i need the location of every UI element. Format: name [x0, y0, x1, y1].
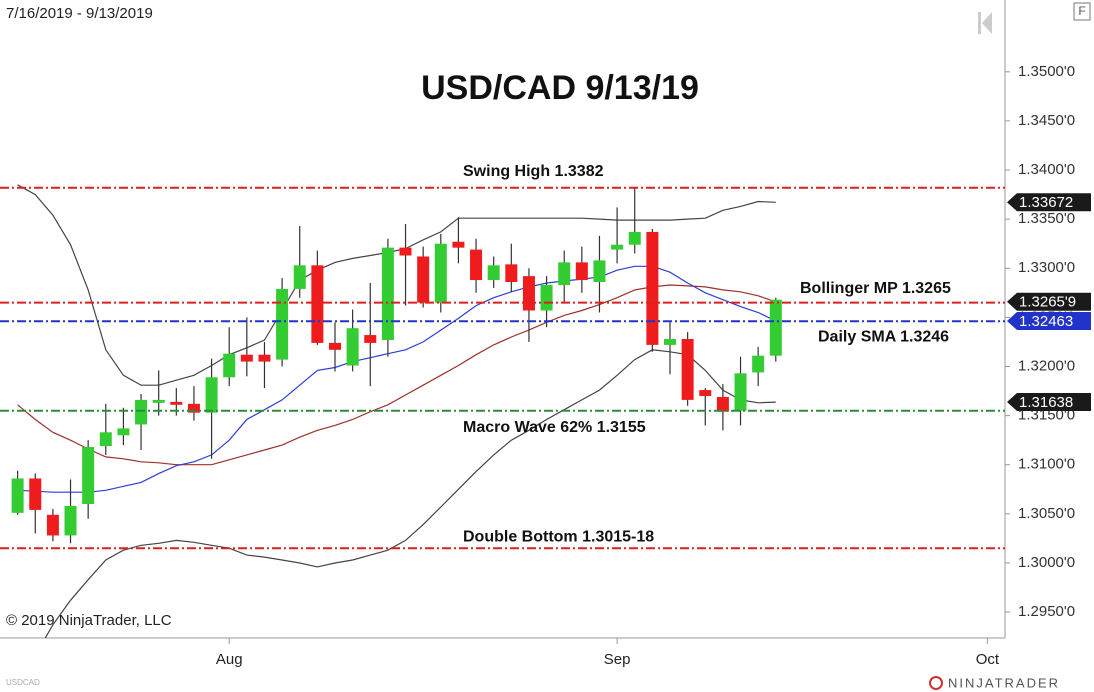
indicator-line [17, 184, 776, 386]
candle-body [170, 401, 183, 405]
y-tick-label: 1.3400'0 [1018, 161, 1075, 178]
candle-body [699, 390, 712, 396]
candle-body [593, 260, 606, 283]
candle-body [152, 399, 165, 403]
candle-body [205, 377, 218, 413]
indicator-line [44, 349, 776, 638]
price-marker-label: 1.31638 [1019, 394, 1073, 411]
candle-body [329, 342, 341, 350]
y-tick-label: 1.2950'0 [1018, 603, 1075, 620]
candle-body [381, 247, 394, 340]
candle-body [734, 373, 747, 411]
date-range: 7/16/2019 - 9/13/2019 [6, 5, 153, 22]
y-tick-label: 1.3500'0 [1018, 63, 1075, 80]
candle-body [769, 299, 782, 356]
candle-body [11, 478, 24, 513]
x-tick-label: Aug [216, 651, 243, 668]
candle-body [223, 353, 236, 378]
candle-body [575, 262, 588, 281]
copyright: © 2019 NinjaTrader, LLC [6, 612, 172, 629]
level-label: Daily SMA 1.3246 [818, 329, 949, 346]
y-tick-label: 1.3050'0 [1018, 505, 1075, 522]
plot-area [11, 184, 782, 638]
instrument: USDCAD [6, 678, 40, 687]
level-label: Macro Wave 62% 1.3155 [463, 419, 646, 436]
price-marker-label: 1.32463 [1019, 313, 1073, 330]
y-tick-label: 1.3200'0 [1018, 357, 1075, 374]
price-marker [1007, 393, 1091, 412]
level-label: Swing High 1.3382 [463, 163, 604, 180]
candle-body [681, 338, 694, 400]
candle-body [452, 241, 465, 248]
x-tick-label: Oct [976, 651, 1000, 668]
candle-body [29, 478, 42, 510]
price-marker-label: 1.33672 [1019, 194, 1073, 211]
candle-body [64, 505, 77, 536]
price-marker [1007, 292, 1091, 311]
candle-body [117, 428, 130, 436]
logo: NINJATRADER [929, 675, 1060, 690]
candle-body [487, 265, 500, 281]
candle-body [82, 447, 95, 505]
candle-body [505, 264, 518, 283]
logo-text: NINJATRADER [948, 675, 1060, 690]
candle-body [417, 256, 430, 303]
candle-body [646, 231, 659, 345]
candle-body [558, 262, 571, 285]
candle-body [276, 288, 289, 360]
level-label: Double Bottom 1.3015-18 [463, 528, 654, 545]
panel-button-box[interactable] [1073, 2, 1091, 21]
candle-body [311, 265, 324, 343]
price-marker [1007, 312, 1091, 331]
price-marker-label: 1.3265'9 [1019, 294, 1076, 311]
candle-body [187, 403, 200, 413]
y-tick-label: 1.3450'0 [1018, 112, 1075, 129]
candle-body [470, 249, 483, 281]
candle-body [434, 243, 447, 303]
candle-body [664, 338, 676, 345]
candle-body [399, 247, 412, 256]
candle-body [364, 335, 377, 343]
candle-body [611, 244, 624, 250]
y-tick-label: 1.3300'0 [1018, 259, 1075, 276]
y-tick-label: 1.3000'0 [1018, 554, 1075, 571]
candle-body [46, 514, 59, 536]
candle-body [240, 354, 253, 362]
candle-body [346, 328, 359, 366]
candle-body [135, 399, 148, 425]
candle-body [258, 354, 271, 362]
candle-body [540, 284, 553, 311]
candle-body [99, 432, 112, 447]
chart-title: USD/CAD 9/13/19 [421, 69, 699, 107]
panel-button[interactable]: F [1078, 4, 1085, 18]
scroll-icon[interactable] [978, 12, 992, 34]
indicator-line [17, 284, 776, 466]
level-label: Bollinger MP 1.3265 [800, 280, 951, 297]
y-tick-label: 1.3350'0 [1018, 210, 1075, 227]
candle-body [752, 355, 765, 373]
candle-body [716, 396, 729, 412]
candle-body [293, 265, 306, 289]
candle-body [522, 276, 535, 311]
x-tick-label: Sep [604, 651, 631, 668]
price-marker [1007, 193, 1091, 212]
y-tick-label: 1.3100'0 [1018, 456, 1075, 473]
candle-body [628, 231, 641, 245]
